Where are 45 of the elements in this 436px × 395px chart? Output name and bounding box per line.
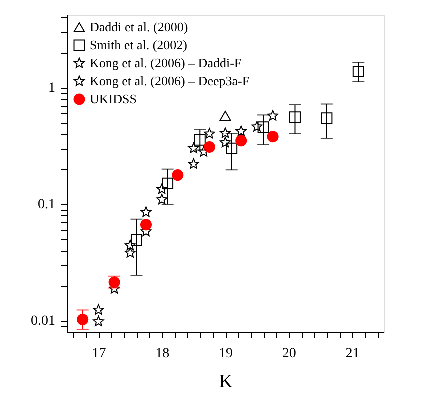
x-tick-label: 21 — [346, 346, 360, 362]
x-axis-title: K — [219, 372, 234, 392]
legend-label: Kong et al. (2006) – Deep3a-F — [90, 74, 250, 88]
point — [258, 122, 270, 134]
point — [289, 112, 301, 124]
x-tick-label: 19 — [219, 346, 233, 362]
legend-label: Daddi et al. (2000) — [90, 20, 188, 34]
point — [140, 206, 152, 218]
point — [194, 134, 206, 146]
point — [267, 131, 279, 143]
point — [352, 66, 364, 78]
legend-label: UKIDSS — [90, 92, 137, 106]
point — [93, 304, 104, 315]
point — [198, 146, 210, 157]
x-tick-label: 20 — [282, 346, 296, 362]
point — [226, 142, 238, 154]
point — [162, 178, 174, 190]
point — [236, 126, 247, 136]
y-tick-label: 0.01 — [31, 314, 56, 330]
point — [220, 128, 231, 138]
point — [172, 170, 184, 182]
legend-label: Smith et al. (2002) — [90, 38, 188, 52]
point — [188, 158, 200, 170]
legend-label: Kong et al. (2006) – Daddi-F — [90, 56, 242, 70]
x-tick-label: 17 — [92, 346, 106, 362]
point — [140, 219, 152, 231]
x-tick-label: 18 — [156, 346, 170, 362]
point — [156, 184, 168, 194]
point — [204, 128, 216, 139]
point — [188, 142, 200, 154]
point — [124, 247, 136, 258]
point — [93, 316, 104, 326]
y-tick-label: 1 — [48, 81, 56, 96]
point — [236, 135, 248, 147]
point — [321, 112, 333, 124]
y-tick-label: 0.1 — [38, 198, 56, 213]
point — [204, 142, 216, 153]
point — [220, 137, 231, 148]
point — [156, 194, 168, 205]
point — [124, 240, 136, 250]
point — [268, 110, 279, 121]
point — [220, 111, 232, 122]
point — [77, 314, 89, 326]
point — [252, 121, 263, 132]
point — [130, 234, 142, 246]
